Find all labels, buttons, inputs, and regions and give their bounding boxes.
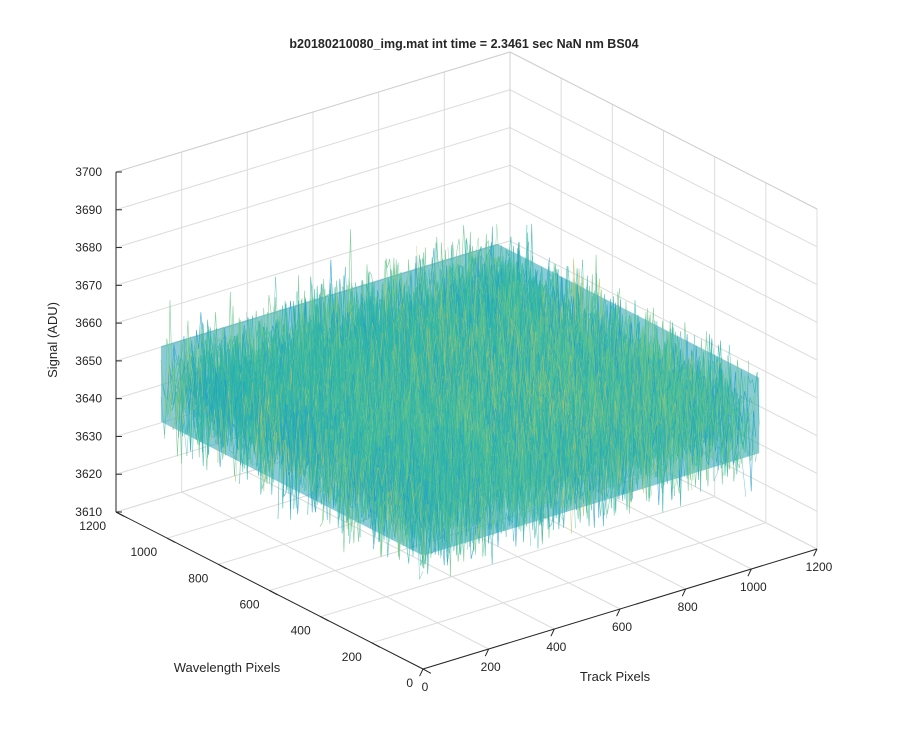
surface-column xyxy=(245,307,509,530)
z-tick-label: 3610 xyxy=(75,505,102,519)
grid-line xyxy=(509,240,818,399)
grid-line xyxy=(509,202,818,361)
z-tick-label: 3620 xyxy=(75,467,102,481)
grid-line xyxy=(115,89,511,211)
z-tick-label: 3670 xyxy=(75,278,102,292)
surface-column xyxy=(254,338,518,542)
z-tick-label: 3660 xyxy=(75,316,102,330)
surface-column xyxy=(219,334,482,532)
x-tick-label: 1200 xyxy=(806,560,833,574)
x-tick-label: 400 xyxy=(546,640,566,654)
z-tick-label: 3700 xyxy=(75,165,102,179)
x-tick-label: 200 xyxy=(481,660,501,674)
surface-column xyxy=(402,271,666,489)
x-axis-label: Track Pixels xyxy=(580,669,651,684)
grid-line xyxy=(509,89,818,248)
surface-column xyxy=(362,290,625,516)
surface-column xyxy=(178,343,442,561)
x-tick xyxy=(484,648,490,657)
x-tick xyxy=(616,608,621,617)
surface-column xyxy=(313,302,576,529)
x-tick-label: 800 xyxy=(678,600,698,614)
grid-line xyxy=(115,164,511,286)
surface-column xyxy=(407,271,670,470)
x-tick xyxy=(550,628,555,637)
x-tick xyxy=(747,568,752,577)
surface-column xyxy=(335,304,598,502)
x-tick-label: 1000 xyxy=(740,580,767,594)
surface-column xyxy=(169,335,433,528)
y-tick xyxy=(115,511,125,517)
z-tick-label: 3630 xyxy=(75,429,102,443)
grid-line xyxy=(115,202,511,324)
surface-column xyxy=(393,286,657,494)
box-edge xyxy=(509,51,818,210)
surface-column xyxy=(425,242,688,472)
surface-column xyxy=(304,302,567,516)
y-tick xyxy=(422,668,432,674)
z-tick-label: 3690 xyxy=(75,203,102,217)
y-tick-label: 600 xyxy=(239,598,259,612)
y-tick-label: 400 xyxy=(291,624,311,638)
y-tick xyxy=(320,616,329,622)
grid-line xyxy=(509,164,818,323)
x-tick-label: 0 xyxy=(422,680,429,694)
x-tick xyxy=(813,548,818,557)
surface-column xyxy=(384,281,648,507)
surface-column xyxy=(263,300,527,519)
grid-line xyxy=(509,127,818,286)
surface-row xyxy=(197,223,535,445)
surface-column xyxy=(187,344,451,543)
y-tick xyxy=(166,537,176,543)
z-axis-label: Signal (ADU) xyxy=(45,302,60,378)
z-tick-label: 3650 xyxy=(75,354,102,368)
surface-column xyxy=(492,245,755,457)
x-tick xyxy=(419,668,424,677)
y-tick xyxy=(371,642,380,648)
axes xyxy=(115,171,818,677)
y-tick xyxy=(269,590,278,596)
surface-column xyxy=(326,294,590,534)
y-tick-label: 800 xyxy=(188,571,208,585)
box-edge xyxy=(115,51,511,173)
y-tick-label: 0 xyxy=(406,676,413,690)
chart-title: b20180210080_img.mat int time = 2.3461 s… xyxy=(289,37,638,51)
surface-column xyxy=(241,325,504,543)
tick-labels: 0 200 400 600 800 1000 1200 0 200 400 600 800 1000 12… xyxy=(75,165,832,694)
grid-line xyxy=(320,496,715,618)
y-tick-label: 1000 xyxy=(130,545,157,559)
surface-column xyxy=(340,297,603,470)
y-tick-label: 200 xyxy=(342,650,362,664)
grid-line xyxy=(371,522,766,644)
z-tick-label: 3640 xyxy=(75,392,102,406)
z-tick-label: 3680 xyxy=(75,241,102,255)
x-tick-label: 600 xyxy=(612,620,632,634)
surface-noise xyxy=(160,223,760,580)
surface-column xyxy=(160,355,424,580)
y-tick xyxy=(218,563,227,570)
x-tick xyxy=(681,588,687,597)
grid-line xyxy=(115,127,511,249)
y-tick-label: 1200 xyxy=(79,519,106,533)
y-axis-label: Wavelength Pixels xyxy=(174,660,281,675)
surface-column xyxy=(165,353,428,569)
surface-column xyxy=(429,272,693,497)
surface-column xyxy=(277,321,540,519)
